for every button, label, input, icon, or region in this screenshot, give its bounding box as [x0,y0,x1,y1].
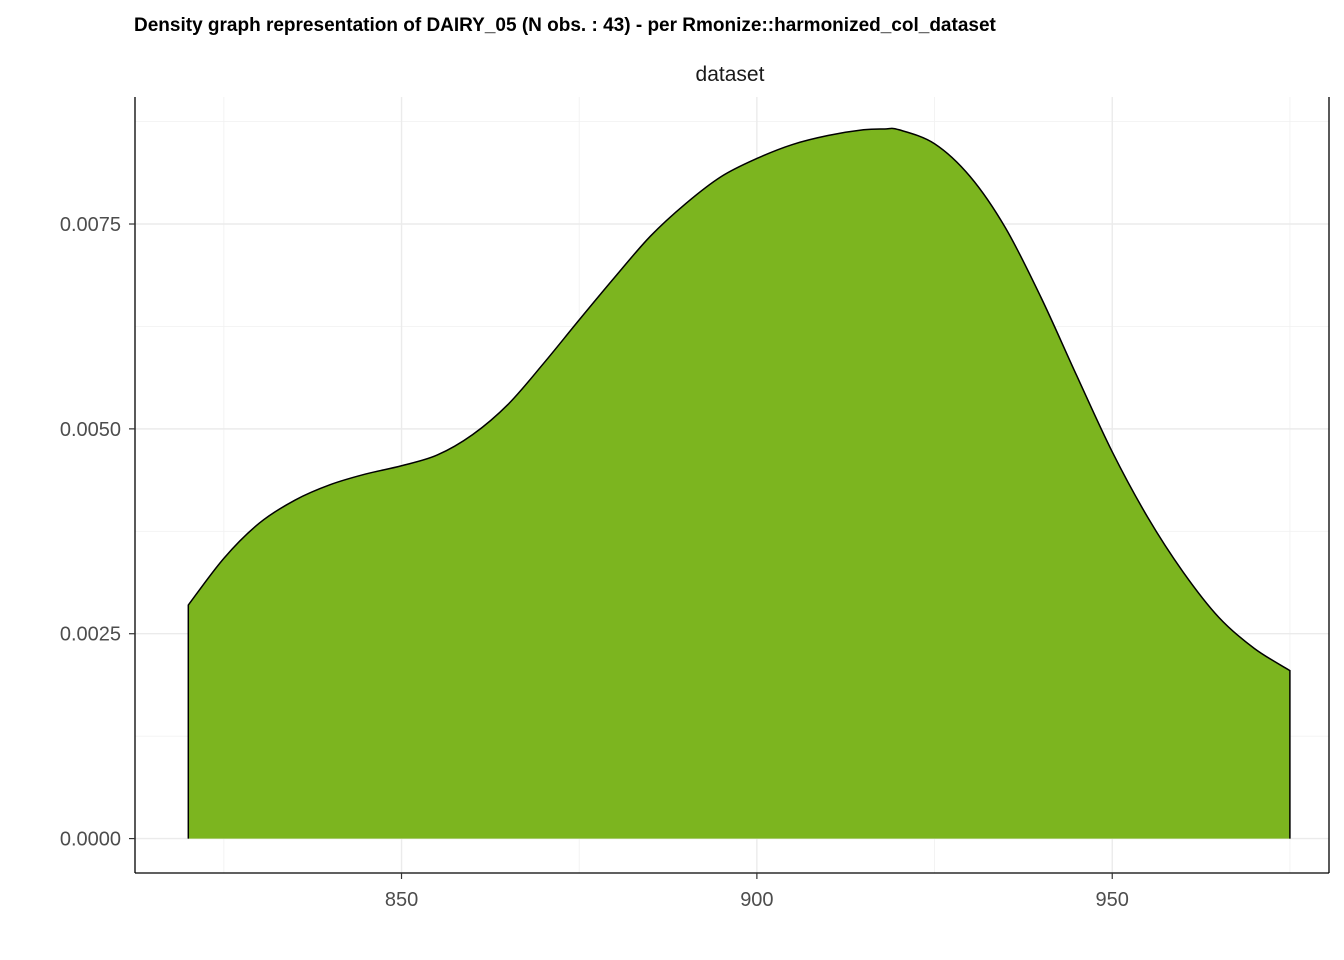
y-tick-label-2: 0.0050 [60,419,121,441]
density-outline [187,127,1291,839]
density-area-layer [187,127,1291,839]
y-tick-label-0: 0.0000 [60,829,121,851]
chart-title: Density graph representation of DAIRY_05… [134,15,997,36]
x-tick-label-1: 900 [740,889,773,911]
axes [134,97,1330,874]
x-tick-label-0: 850 [385,889,418,911]
density-area [188,128,1290,839]
y-tick-label-3: 0.0075 [60,214,121,236]
y-axis-ticks: 0.0000 0.0025 0.0050 0.0075 [60,214,135,851]
y-tick-label-1: 0.0025 [60,624,121,646]
facet-strip-label: dataset [696,63,765,86]
x-tick-label-2: 950 [1096,889,1129,911]
x-axis-ticks: 850 900 950 [385,873,1129,911]
